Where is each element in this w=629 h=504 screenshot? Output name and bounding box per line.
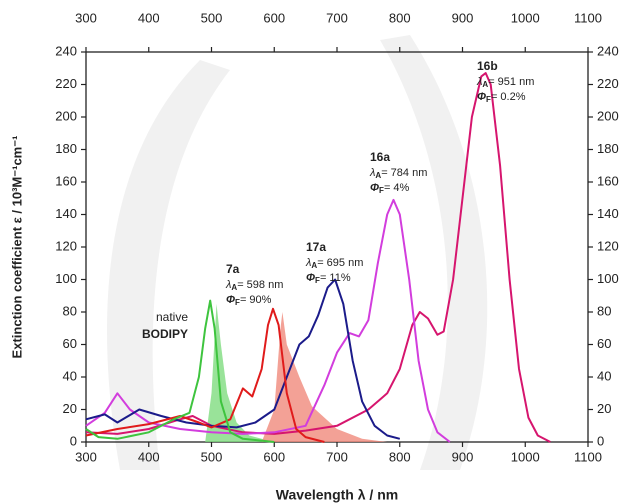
annotation-line: λA= 695 nm <box>305 257 363 270</box>
absorption-line <box>85 307 325 443</box>
x-tick-label-top: 900 <box>452 10 474 25</box>
subscript: F <box>379 186 384 195</box>
annotation-line: λA= 951 nm <box>476 76 534 89</box>
y-tick-label: 100 <box>55 271 77 286</box>
y-tick-label: 40 <box>63 368 77 383</box>
value: = 90% <box>240 294 272 306</box>
y-tick-label-right: 240 <box>597 43 619 58</box>
emission-area <box>261 312 388 442</box>
y-tick-label-right: 0 <box>597 433 604 448</box>
symbol: λ <box>476 76 482 88</box>
annotation-label: 16b <box>477 59 498 73</box>
subscript: F <box>486 95 491 104</box>
x-tick-label: 300 <box>75 449 97 464</box>
x-tick-label: 1100 <box>574 449 602 464</box>
y-tick-label-right: 160 <box>597 173 619 188</box>
symbol: Φ <box>370 182 379 194</box>
subscript: A <box>311 261 317 270</box>
x-tick-label-top: 500 <box>201 10 223 25</box>
y-tick-label-right: 180 <box>597 141 619 156</box>
value: = 4% <box>384 182 410 194</box>
x-tick-label: 700 <box>326 449 348 464</box>
x-tick-label: 900 <box>452 449 474 464</box>
absorption-line <box>85 299 275 443</box>
annotation-label: 16a <box>370 150 390 164</box>
y-tick-label-right: 40 <box>597 368 611 383</box>
y-axis-title: Extinction coefficient ε / 10³M⁻¹cm⁻¹ <box>9 136 24 359</box>
x-tick-label-top: 800 <box>389 10 411 25</box>
subscript: A <box>375 171 381 180</box>
y-tick-label-right: 120 <box>597 238 619 253</box>
symbol: Φ <box>226 294 235 306</box>
y-tick-label: 160 <box>55 173 77 188</box>
symbol: Φ <box>477 91 486 103</box>
subscript: F <box>235 298 240 307</box>
annotation-line: ΦF= 90% <box>226 294 272 307</box>
absorption-line <box>85 198 451 443</box>
value: = 695 nm <box>317 257 363 269</box>
y-tick-label: 0 <box>70 433 77 448</box>
value: = 951 nm <box>488 76 534 88</box>
y-tick-label-right: 20 <box>597 401 611 416</box>
y-tick-label: 240 <box>55 43 77 58</box>
emission-area <box>205 303 275 442</box>
symbol: Φ <box>306 272 315 284</box>
y-tick-label-right: 200 <box>597 108 619 123</box>
y-tick-label: 140 <box>55 206 77 221</box>
annotation-line: λA= 598 nm <box>225 279 283 292</box>
y-tick-label: 180 <box>55 141 77 156</box>
y-tick-label: 60 <box>63 336 77 351</box>
annotation-line: ΦF= 4% <box>370 182 410 195</box>
y-tick-label: 20 <box>63 401 77 416</box>
subscript: A <box>231 283 237 292</box>
annotation-label: 17a <box>306 240 326 254</box>
absorption-line <box>85 278 401 440</box>
x-tick-label-top: 400 <box>138 10 160 25</box>
x-tick-label: 500 <box>201 449 223 464</box>
annotation-line: ΦF= 0.2% <box>477 91 526 104</box>
value: = 784 nm <box>381 167 427 179</box>
subscript: A <box>482 80 488 89</box>
watermark <box>380 35 488 470</box>
x-tick-label-top: 1100 <box>574 10 602 25</box>
annotation-line: native <box>156 310 188 324</box>
subscript: F <box>315 276 320 285</box>
x-axis-title: Wavelength λ / nm <box>276 487 398 503</box>
annotation-line: λA= 784 nm <box>369 167 427 180</box>
x-tick-label: 800 <box>389 449 411 464</box>
x-tick-label-top: 700 <box>326 10 348 25</box>
value: = 598 nm <box>237 279 283 291</box>
value: = 0.2% <box>491 91 526 103</box>
x-tick-label-top: 1000 <box>511 10 540 25</box>
value: = 11% <box>320 272 351 284</box>
x-tick-label: 1000 <box>511 449 540 464</box>
absorption-line <box>85 72 551 443</box>
x-tick-label-top: 600 <box>263 10 285 25</box>
annotation-label: 7a <box>226 262 240 276</box>
x-tick-label-top: 300 <box>75 10 97 25</box>
y-tick-label: 120 <box>55 238 77 253</box>
symbol: λ <box>225 279 231 291</box>
y-tick-label: 80 <box>63 303 77 318</box>
y-tick-label-right: 100 <box>597 271 619 286</box>
symbol: λ <box>305 257 311 269</box>
watermark <box>106 60 230 470</box>
y-tick-label-right: 80 <box>597 303 611 318</box>
symbol: λ <box>369 167 375 179</box>
y-tick-label-right: 220 <box>597 76 619 91</box>
x-tick-label: 400 <box>138 449 160 464</box>
y-tick-label: 200 <box>55 108 77 123</box>
y-tick-label-right: 60 <box>597 336 611 351</box>
annotation-line: ΦF= 11% <box>306 272 351 285</box>
y-tick-label: 220 <box>55 76 77 91</box>
annotation-line: BODIPY <box>142 327 188 341</box>
x-tick-label: 600 <box>263 449 285 464</box>
y-tick-label-right: 140 <box>597 206 619 221</box>
